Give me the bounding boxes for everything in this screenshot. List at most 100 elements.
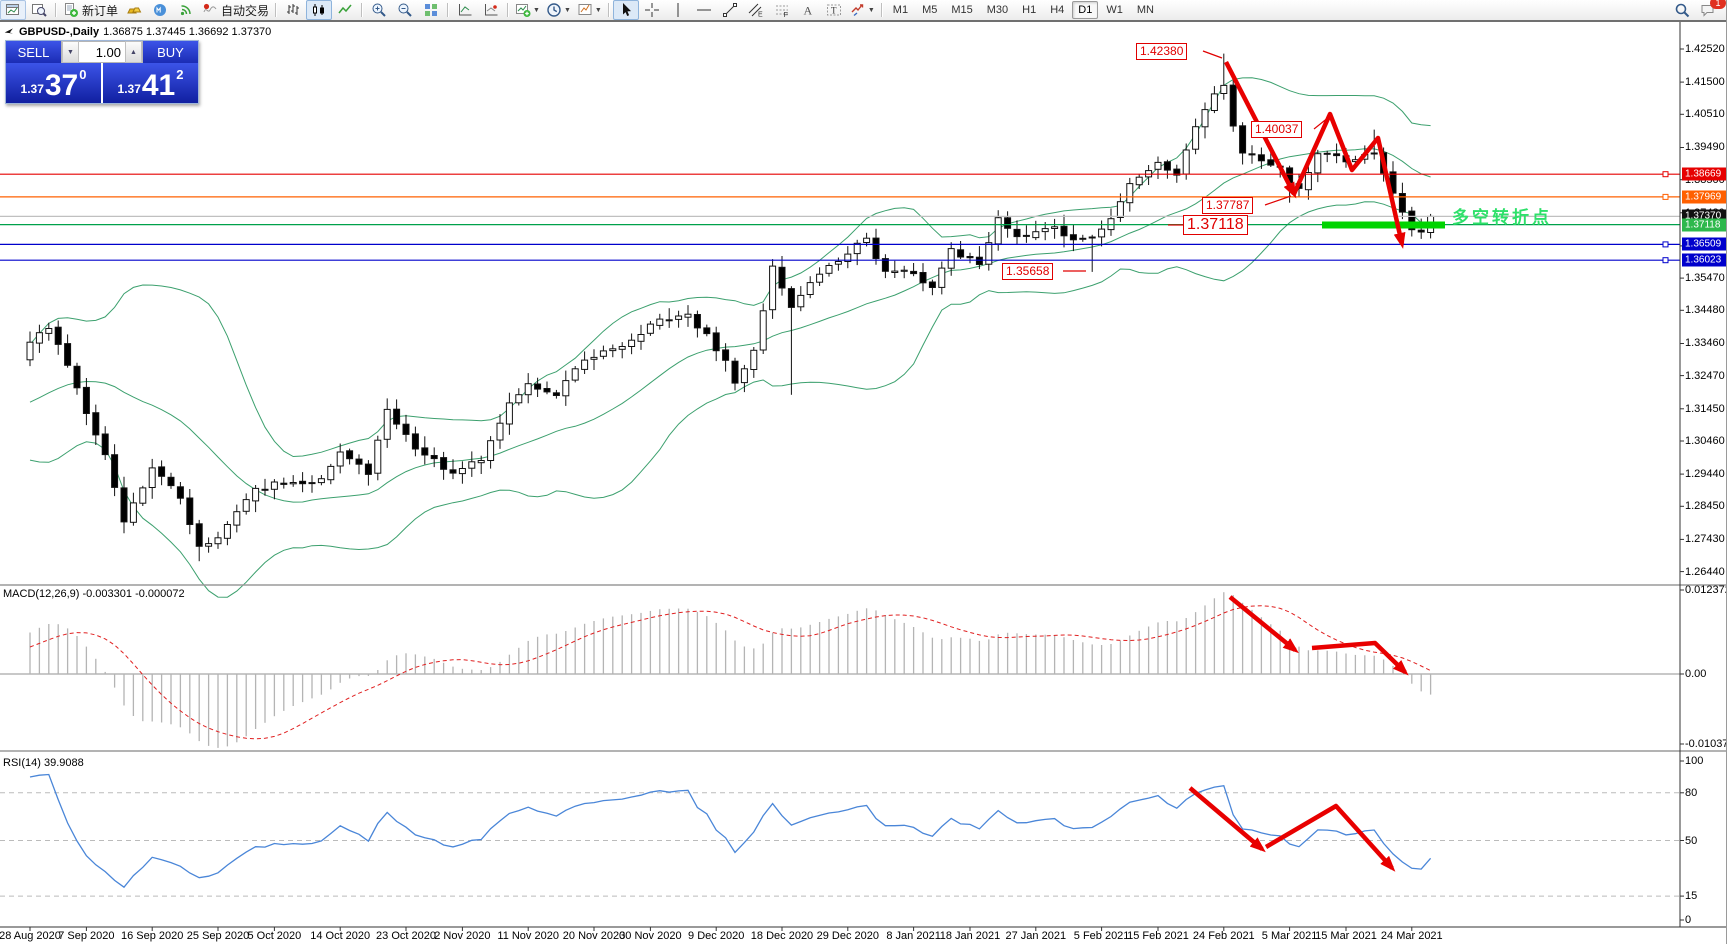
trend-arrow-object[interactable] <box>1311 640 1409 676</box>
macd-histogram <box>29 592 1432 748</box>
toolbar-button-search[interactable] <box>1669 0 1695 20</box>
toolbar-button-cursor[interactable] <box>612 0 639 20</box>
bollinger-band-line[interactable] <box>29 201 1431 598</box>
toolbar-button-new-chart[interactable]: ▼ <box>512 0 543 20</box>
auto-arrange-icon <box>457 2 473 18</box>
volume-field: ▼ ▲ <box>61 41 143 63</box>
svg-text:A: A <box>803 4 812 18</box>
toolbar-group-windows <box>0 0 52 20</box>
autotrade-icon <box>202 2 218 18</box>
sell-button[interactable]: SELL <box>6 41 61 63</box>
new-order-icon <box>63 2 79 18</box>
timeframe-button-H1[interactable]: H1 <box>1022 4 1037 16</box>
price-annotation-label[interactable]: 1.42380 <box>1136 43 1188 60</box>
price-annotation-label[interactable]: 1.40037 <box>1251 121 1303 138</box>
sell-price-big: 37 <box>44 69 79 102</box>
toolbar-button-market[interactable] <box>147 0 173 20</box>
candlestick-series <box>26 53 1435 562</box>
toolbar-button-tile-windows[interactable] <box>418 0 444 20</box>
toolbar-button-gold[interactable] <box>121 0 147 20</box>
support-zone-bar[interactable] <box>1322 221 1445 229</box>
timeframe-button-M1[interactable]: M1 <box>892 4 909 16</box>
bollinger-band-line[interactable] <box>29 148 1431 503</box>
zoom-in-icon <box>371 2 387 18</box>
trend-arrow-object[interactable] <box>1228 595 1299 654</box>
new-chart-icon <box>515 2 531 18</box>
timeframe-button-H4[interactable]: H4 <box>1050 4 1065 16</box>
volume-input[interactable] <box>79 43 125 61</box>
period-icon <box>546 2 562 18</box>
one-click-trading-panel: SELL ▼ ▲ BUY 1.37 37 0 1.37 41 2 <box>5 40 199 104</box>
toolbar-button-candles[interactable] <box>306 0 333 20</box>
toolbar-button-equidistant-channel[interactable]: E <box>743 0 769 20</box>
dropdown-arrow-icon[interactable]: ▼ <box>533 6 540 14</box>
price-annotation-label[interactable]: 1.37118 <box>1183 215 1248 235</box>
toolbar-button-signals[interactable] <box>173 0 199 20</box>
toolbar-separator <box>447 3 450 17</box>
arrows-icon <box>850 2 866 18</box>
trend-arrow-object[interactable] <box>1264 803 1396 872</box>
toolbar-button-horizontal-line[interactable] <box>691 0 717 20</box>
label-leader-line <box>1202 50 1223 59</box>
toolbar-button-autotrade[interactable]: 自动交易 <box>199 0 272 20</box>
fibonacci-icon: F <box>774 2 790 18</box>
toolbar-button-chart-window[interactable] <box>0 0 26 20</box>
trend-arrow-object[interactable] <box>1291 111 1406 249</box>
toolbar-button-template[interactable]: ▼ <box>574 0 605 20</box>
toolbar-button-vertical-line[interactable] <box>665 0 691 20</box>
text-label-icon: T <box>826 2 842 18</box>
toolbar-button-chart-preview[interactable] <box>26 0 52 20</box>
toolbar-group-timeframes: M1 M5 M15 M30 H1 H4 D1 W1 MN <box>886 0 1161 20</box>
price-annotation-label[interactable]: 1.35658 <box>1002 263 1054 280</box>
toolbar-button-text-label[interactable]: T <box>821 0 847 20</box>
line-handle[interactable] <box>1662 171 1669 178</box>
cursor-icon <box>618 2 634 18</box>
text-icon: A <box>800 2 816 18</box>
volume-decrease-button[interactable]: ▼ <box>62 41 79 63</box>
sell-price-button[interactable]: 1.37 37 0 <box>6 63 101 103</box>
timeframe-button-M5[interactable]: M5 <box>922 4 938 16</box>
toolbar-button-trendline[interactable] <box>717 0 743 20</box>
line-handle[interactable] <box>1662 241 1669 248</box>
signals-icon <box>178 2 194 18</box>
zoom-out-icon <box>397 2 413 18</box>
toolbar-button-zoom-out[interactable] <box>392 0 418 20</box>
toolbar-right-group: 1 <box>1669 0 1727 20</box>
dropdown-arrow-icon[interactable]: ▼ <box>867 6 875 14</box>
toolbar-separator <box>880 3 883 17</box>
dropdown-arrow-icon[interactable]: ▼ <box>563 6 571 14</box>
toolbar-button-fibonacci[interactable]: F <box>769 0 795 20</box>
buy-price-button[interactable]: 1.37 41 2 <box>103 63 198 103</box>
svg-text:E: E <box>758 12 763 19</box>
line-handle[interactable] <box>1662 193 1669 200</box>
bollinger-band-line[interactable] <box>29 77 1431 458</box>
chinese-note-label[interactable]: 多空转折点 <box>1452 208 1552 227</box>
toolbar-separator <box>275 3 278 17</box>
timeframe-button-MN[interactable]: MN <box>1136 4 1154 16</box>
toolbar-button-auto-arrange[interactable] <box>452 0 478 20</box>
toolbar-button-track-chart[interactable] <box>478 0 504 20</box>
line-handle[interactable] <box>1662 257 1669 264</box>
buy-button[interactable]: BUY <box>143 41 198 63</box>
toolbar-button-crosshair[interactable] <box>639 0 665 20</box>
toolbar-group-new-objects: ▼ ▼ ▼ <box>512 0 605 20</box>
toolbar-button-line[interactable] <box>332 0 358 20</box>
dropdown-arrow-icon[interactable]: ▼ <box>594 6 602 14</box>
toolbar-button-zoom-in[interactable] <box>366 0 392 20</box>
toolbar-button-text[interactable]: A <box>795 0 821 20</box>
timeframe-button-D1[interactable]: D1 <box>1072 1 1099 19</box>
toolbar-button-period[interactable]: ▼ <box>543 0 574 20</box>
line-icon <box>337 2 353 18</box>
toolbar-button-new-order[interactable]: 新订单 <box>60 0 121 20</box>
timeframe-button-M15[interactable]: M15 <box>951 4 973 16</box>
toolbar-button-bars[interactable] <box>280 0 306 20</box>
timeframe-button-W1[interactable]: W1 <box>1106 4 1123 16</box>
timeframe-button-M30[interactable]: M30 <box>986 4 1009 16</box>
price-annotation-label[interactable]: 1.37787 <box>1202 197 1254 214</box>
toolbar-button-chat[interactable]: 1 <box>1695 0 1726 20</box>
volume-increase-button[interactable]: ▲ <box>125 41 142 63</box>
toolbar-button-arrows[interactable]: ▼ <box>847 0 878 20</box>
trend-arrow-object[interactable] <box>1188 786 1266 853</box>
